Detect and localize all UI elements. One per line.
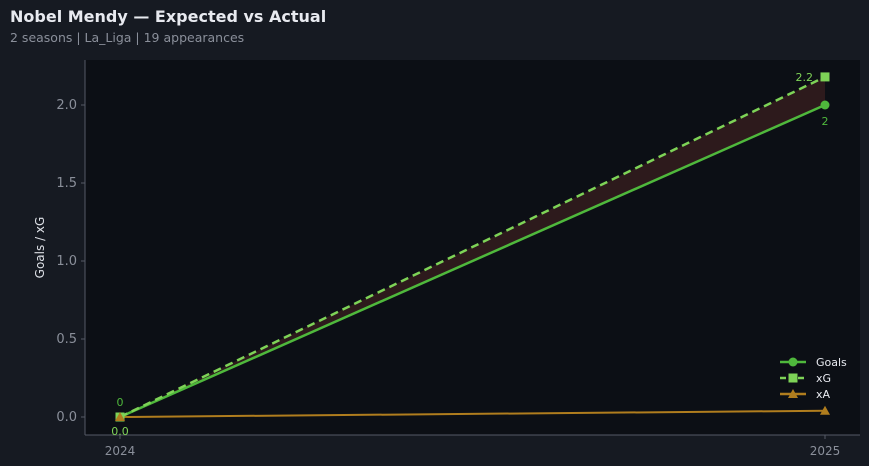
series-line-xg [119,75,826,419]
data-point-xa [820,405,830,415]
data-point-goals [820,100,830,110]
data-label-goals: 2 [822,115,829,128]
data-label-xg: 0.0 [111,425,129,438]
data-point-xa [115,412,125,421]
legend-label-xa: xA [816,388,831,401]
y-tick-label: 1.5 [56,176,77,191]
data-point-xg [820,72,830,82]
y-axis-label: Goals / xG [33,217,47,279]
data-point-xa [788,389,798,398]
y-tick-label: 0.5 [56,332,77,347]
data-label-xg: 2.2 [796,71,814,84]
legend-label-xg: xG [816,372,831,385]
y-tick-label: 2.0 [56,98,77,113]
series-line-xa [119,409,826,418]
data-point-goals [788,357,798,367]
legend-label-goals: Goals [816,356,847,369]
series-line-goals [119,103,826,419]
data-point-xg [788,373,798,383]
x-tick-label: 2025 [810,444,841,458]
chart-title: Nobel Mendy — Expected vs Actual [10,7,327,26]
y-tick-label: 0.0 [56,410,77,425]
data-label-goals: 0 [117,396,124,409]
chart-subtitle: 2 seasons | La_Liga | 19 appearances [10,30,245,45]
y-tick-label: 1.0 [56,254,77,269]
x-tick-label: 2024 [105,444,136,458]
